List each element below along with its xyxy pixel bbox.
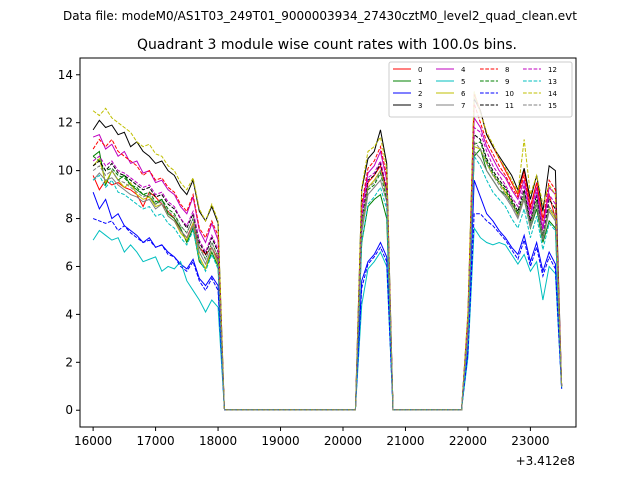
- y-axis: 0 2 4 6 8 10 12 14: [58, 68, 80, 417]
- legend-box: [388, 61, 573, 118]
- legend-label-12: 12: [548, 66, 557, 74]
- legend-label-3: 3: [418, 102, 422, 110]
- legend-label-7: 7: [461, 102, 465, 110]
- x-tick-label: 23000: [511, 434, 549, 448]
- legend-label-13: 13: [548, 78, 557, 86]
- plot-area: [79, 57, 577, 428]
- legend-label-4: 4: [461, 66, 466, 74]
- series-line-14: [92, 91, 563, 411]
- legend-label-15: 15: [548, 102, 557, 110]
- y-tick-label: 12: [58, 116, 73, 130]
- y-tick-label: 2: [65, 355, 73, 369]
- x-axis: 16000 17000 18000 19000 20000 21000 22000 23000: [74, 427, 549, 448]
- x-tick-label: 18000: [199, 434, 237, 448]
- x-tick-label: 21000: [386, 434, 424, 448]
- x-tick-label: 16000: [74, 434, 112, 448]
- plot-frame: [79, 57, 577, 428]
- x-axis-offset-label: +3.412e8: [516, 454, 575, 468]
- series-layer: [92, 91, 563, 411]
- series-line-15: [92, 140, 563, 411]
- legend-label-0: 0: [418, 66, 422, 74]
- y-tick-label: 0: [65, 403, 73, 417]
- legend-label-11: 11: [505, 102, 514, 110]
- legend-label-5: 5: [461, 78, 465, 86]
- x-tick-label: 20000: [324, 434, 362, 448]
- y-tick-label: 4: [65, 307, 73, 321]
- x-tick-label: 19000: [261, 434, 299, 448]
- legend-label-1: 1: [418, 78, 422, 86]
- x-tick-label: 22000: [449, 434, 487, 448]
- y-tick-label: 14: [58, 68, 73, 82]
- y-tick-label: 10: [58, 164, 73, 178]
- chart-title: Quadrant 3 module wise count rates with …: [137, 37, 517, 53]
- legend-label-2: 2: [418, 90, 422, 98]
- series-line-10: [92, 213, 563, 411]
- y-tick-label: 6: [65, 259, 73, 273]
- x-tick-label: 17000: [136, 434, 174, 448]
- legend-label-14: 14: [548, 90, 557, 98]
- legend-label-10: 10: [505, 90, 514, 98]
- legend-label-9: 9: [505, 78, 509, 86]
- legend-label-8: 8: [505, 66, 509, 74]
- y-tick-label: 8: [65, 212, 73, 226]
- chart-suptitle: Data file: modeM0/AS1T03_249T01_90000039…: [63, 9, 577, 23]
- legend-label-6: 6: [461, 90, 466, 98]
